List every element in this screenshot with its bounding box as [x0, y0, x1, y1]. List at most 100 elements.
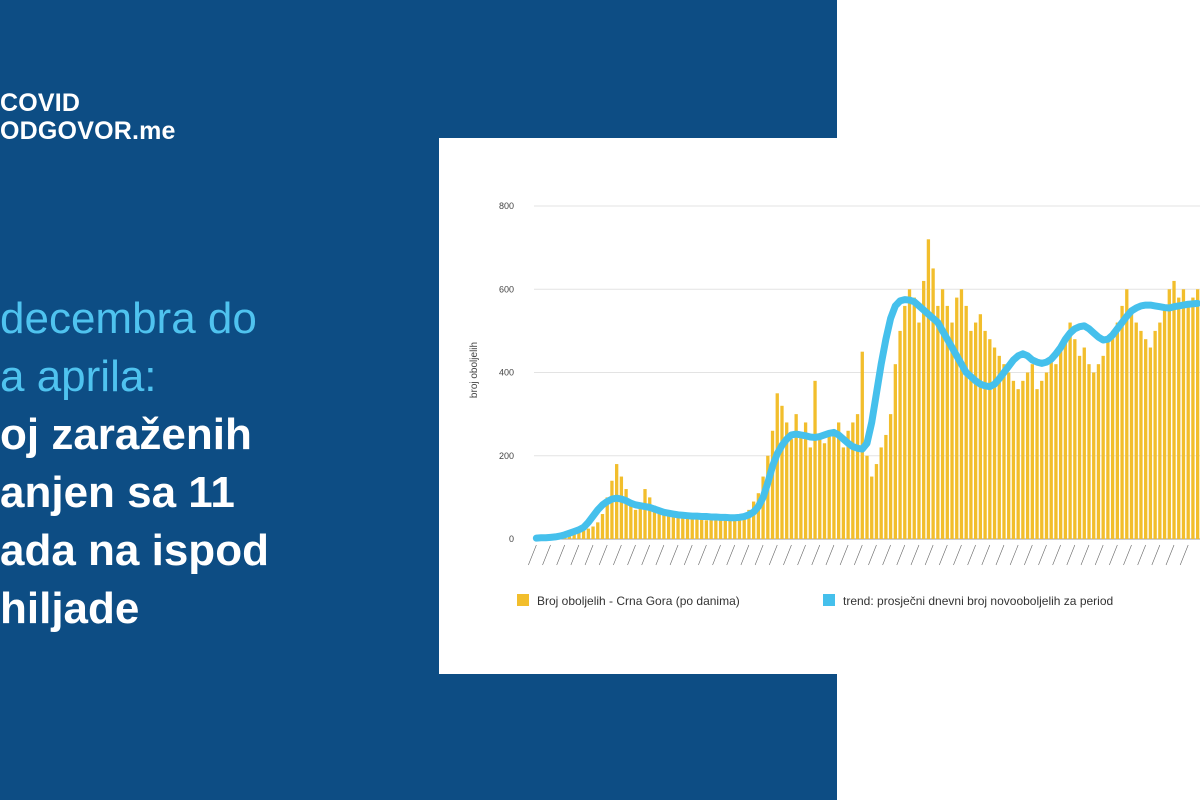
bar — [1054, 364, 1058, 539]
bar — [1063, 339, 1068, 539]
x-tick-mark — [655, 544, 665, 566]
logo-line1: COVID — [0, 89, 81, 117]
x-tick-mark — [953, 544, 962, 566]
bar — [964, 305, 968, 539]
headline-line3: oj zaraženih — [0, 410, 252, 459]
bar — [813, 380, 817, 539]
bar — [567, 534, 572, 539]
x-tick-mark — [1080, 544, 1090, 566]
bar — [1002, 364, 1006, 539]
y-tick-label: 400 — [499, 368, 514, 378]
trend-line — [532, 296, 1200, 542]
y-tick-label: 600 — [499, 284, 514, 294]
bar — [1016, 389, 1020, 539]
bar — [648, 497, 652, 540]
bar — [1134, 322, 1138, 539]
bar — [577, 532, 581, 539]
x-tick-mark — [1151, 544, 1161, 566]
bar — [1148, 347, 1153, 539]
bar — [681, 518, 685, 539]
x-tick-mark — [939, 544, 948, 566]
x-tick-mark — [1009, 544, 1019, 566]
bar — [808, 447, 812, 539]
bar — [666, 514, 671, 539]
legend-bar-label: Broj oboljelih - Crna Gora (po danima) — [537, 594, 740, 608]
x-tick-mark — [1165, 544, 1175, 566]
legend: Broj oboljelih - Crna Gora (po danima) t… — [517, 594, 1113, 608]
bar — [893, 364, 897, 539]
bar — [851, 422, 855, 539]
bar — [714, 516, 718, 539]
bar — [1082, 347, 1086, 539]
bar — [969, 330, 973, 540]
bar — [1025, 372, 1030, 539]
bar — [870, 476, 874, 539]
x-tick-mark — [712, 544, 721, 566]
bar — [1035, 389, 1039, 539]
bar — [973, 322, 978, 539]
x-tick-mark — [1123, 544, 1132, 566]
bar — [685, 516, 690, 539]
bar — [751, 501, 756, 539]
x-tick-mark — [528, 544, 537, 566]
bar — [936, 305, 940, 539]
bar — [605, 497, 609, 540]
x-tick-mark — [981, 544, 991, 566]
bar — [997, 355, 1001, 539]
bar — [624, 489, 628, 539]
bar — [1129, 314, 1134, 539]
headline-line1: decembra do — [0, 294, 257, 343]
bar — [1162, 305, 1167, 539]
bar — [898, 330, 902, 540]
x-tick-mark — [584, 544, 594, 566]
bar — [959, 289, 964, 539]
legend-bar-swatch — [517, 594, 529, 606]
x-tick-mark — [839, 544, 849, 566]
y-tick-label: 800 — [499, 201, 514, 211]
x-tick-mark — [783, 544, 792, 566]
bar — [1172, 280, 1176, 539]
headline-line6: hiljade — [0, 584, 140, 633]
bar — [832, 430, 836, 539]
logo-line2: ODGOVOR.me — [0, 117, 176, 145]
bar — [992, 347, 997, 539]
bar — [643, 489, 647, 539]
bar — [662, 514, 666, 539]
chart-card: 0 200 400 600 800 broj oboljelih Broj obolje… — [439, 138, 1200, 674]
bar — [1181, 289, 1186, 539]
bar — [761, 476, 765, 539]
bar — [586, 528, 590, 539]
bar — [723, 518, 727, 539]
bar — [940, 289, 945, 539]
bar — [1110, 330, 1115, 540]
bar — [1030, 364, 1034, 539]
bar — [1044, 372, 1049, 539]
bar — [799, 434, 803, 539]
bar — [695, 516, 699, 539]
bar — [1021, 380, 1025, 539]
x-tick-mark — [641, 544, 650, 566]
logo[interactable]: COVID ODGOVOR.me — [0, 89, 176, 145]
bar — [652, 505, 657, 539]
bar — [1101, 355, 1105, 539]
bar — [922, 280, 926, 539]
bar — [1077, 355, 1082, 539]
x-tick-mark — [613, 544, 622, 566]
bar — [950, 322, 954, 539]
x-tick-mark — [854, 544, 863, 566]
headline-line5: ada na ispod — [0, 526, 269, 575]
legend-trend-label: trend: prosječni dnevni broj novooboljel… — [843, 594, 1113, 608]
bar — [988, 339, 992, 539]
bar — [638, 505, 642, 539]
bar — [955, 297, 959, 539]
bar — [733, 516, 737, 539]
x-tick-mark — [868, 544, 877, 566]
y-axis-label: broj oboljelih — [469, 342, 480, 398]
x-tick-mark — [542, 544, 551, 566]
bar — [709, 518, 713, 539]
x-tick-mark — [1066, 544, 1076, 566]
bar — [1186, 305, 1190, 539]
bar — [581, 530, 586, 539]
bar — [1167, 289, 1171, 539]
bar — [789, 439, 794, 539]
